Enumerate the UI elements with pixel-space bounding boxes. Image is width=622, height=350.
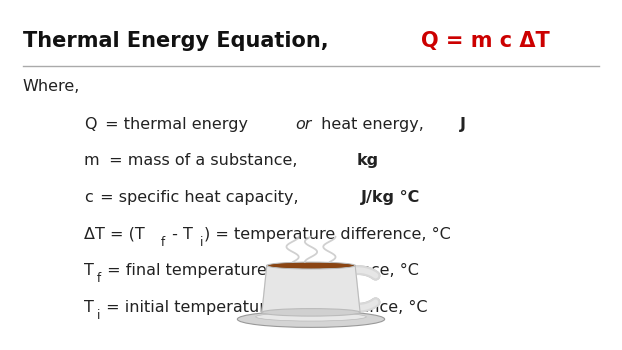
Text: heat energy,: heat energy, — [315, 117, 429, 132]
Ellipse shape — [256, 313, 366, 321]
Text: = mass of a substance,: = mass of a substance, — [104, 153, 302, 168]
Ellipse shape — [269, 263, 353, 268]
Text: T: T — [84, 300, 94, 315]
Text: T: T — [84, 263, 94, 278]
Text: = final temperature of a substance, °C: = final temperature of a substance, °C — [102, 263, 419, 278]
Text: or: or — [295, 117, 311, 132]
Text: Thermal Energy Equation,: Thermal Energy Equation, — [22, 32, 335, 51]
Text: = specific heat capacity,: = specific heat capacity, — [95, 190, 304, 205]
Polygon shape — [262, 266, 360, 312]
Text: ΔT = (T: ΔT = (T — [84, 226, 145, 242]
Text: ) = temperature difference, °C: ) = temperature difference, °C — [204, 226, 451, 242]
Text: = initial temperature of a substance, °C: = initial temperature of a substance, °C — [101, 300, 427, 315]
Text: - T: - T — [167, 226, 193, 242]
Ellipse shape — [238, 311, 384, 327]
Ellipse shape — [262, 309, 360, 316]
Text: i: i — [200, 236, 203, 249]
Text: c: c — [84, 190, 93, 205]
Ellipse shape — [267, 262, 355, 269]
Text: Q = m c ΔT: Q = m c ΔT — [421, 32, 550, 51]
Text: Q: Q — [84, 117, 96, 132]
Text: kg: kg — [356, 153, 379, 168]
Text: J: J — [460, 117, 465, 132]
Text: J/kg °C: J/kg °C — [361, 190, 420, 205]
Text: m: m — [84, 153, 100, 168]
Text: f: f — [96, 272, 101, 285]
Text: f: f — [161, 236, 165, 249]
Text: Where,: Where, — [22, 79, 80, 94]
Text: = thermal energy: = thermal energy — [100, 117, 253, 132]
Text: i: i — [96, 309, 100, 322]
